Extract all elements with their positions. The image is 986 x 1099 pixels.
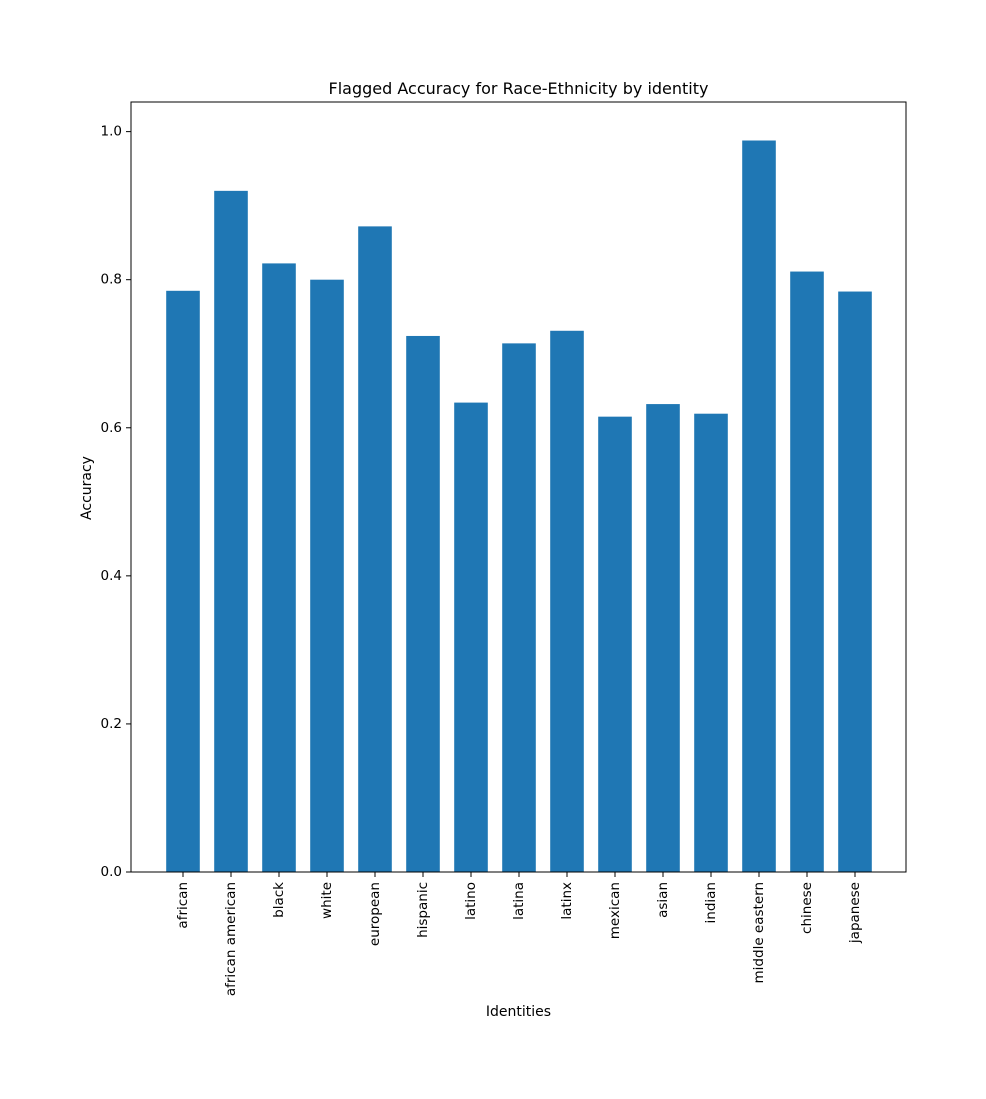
bar-black [262,263,296,872]
x-tick-label-middle-eastern: middle eastern [751,882,767,983]
x-tick-label-hispanic: hispanic [415,882,431,938]
x-tick-label-indian: indian [703,882,719,923]
y-tick-label-3: 0.6 [101,420,122,436]
bar-hispanic [406,335,440,873]
plot-frame [130,101,907,873]
bar-mexican [598,416,632,872]
x-tick-label-white: white [319,882,335,919]
x-axis-label: Identities [486,1004,551,1020]
x-tick-label-black: black [271,882,287,918]
y-tick-label-1: 0.2 [101,716,122,732]
y-tick-label-2: 0.4 [101,568,122,584]
bar-indian [694,413,728,872]
bar-latina [502,343,536,872]
x-tick-label-latino: latino [463,882,479,920]
bar-white [310,279,344,872]
x-tick-label-chinese: chinese [799,882,815,934]
bar-middle-eastern [742,140,776,872]
bar-african [166,290,200,872]
x-tick-label-african-american: african american [223,882,239,996]
y-axis: 0.0 0.2 0.4 0.6 0.8 1.0 [101,124,131,880]
bar-african-american [214,190,248,873]
x-tick-label-latina: latina [511,882,527,920]
bar-chinese [790,271,824,872]
x-tick-label-african: african [175,882,191,929]
x-tick-label-asian: asian [655,882,671,918]
bar-asian [646,404,680,872]
bar-european [358,226,392,872]
y-axis-label: Accuracy [79,456,95,520]
bar-japanese [838,291,872,872]
bar-latinx [550,330,584,872]
bar-latino [454,402,488,872]
bars-group [166,140,872,873]
y-tick-label-0: 0.0 [101,864,122,880]
y-tick-label-4: 0.8 [101,272,122,288]
chart-title: Flagged Accuracy for Race-Ethnicity by i… [329,79,709,98]
x-axis: african african american black white europea… [175,872,863,996]
x-tick-label-mexican: mexican [607,882,623,939]
x-tick-label-latinx: latinx [559,882,575,920]
x-tick-label-european: european [367,882,383,946]
y-tick-label-5: 1.0 [101,124,122,140]
x-tick-label-japanese: japanese [847,882,863,944]
